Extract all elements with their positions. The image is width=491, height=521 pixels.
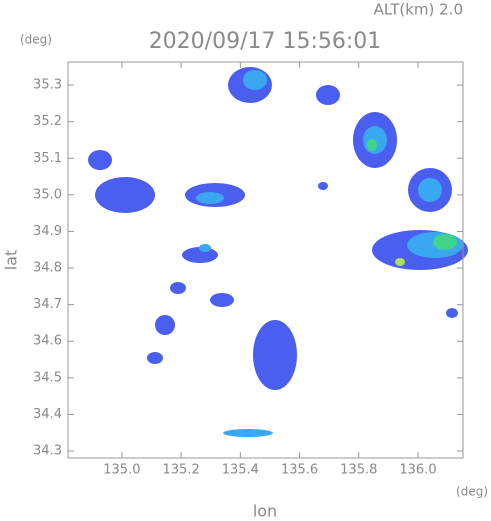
plot-frame xyxy=(67,61,464,459)
altitude-label: ALT(km) 2.0 xyxy=(374,1,463,19)
x-axis-label: lon xyxy=(253,502,277,521)
y-tick-label: 34.6 xyxy=(33,334,62,349)
x-tick-label: 135.2 xyxy=(163,463,200,478)
x-tick-label: 135.8 xyxy=(340,463,377,478)
radar-echoes xyxy=(88,67,468,437)
y-tick-label: 34.4 xyxy=(33,407,62,422)
x-tick-label: 136.0 xyxy=(399,463,436,478)
y-tick-label: 35.0 xyxy=(33,187,62,202)
y-tick-label: 35.2 xyxy=(33,114,62,129)
x-unit: (deg) xyxy=(456,485,488,499)
y-tick-label: 34.3 xyxy=(33,444,62,459)
y-unit: (deg) xyxy=(20,33,52,47)
x-tick-label: 135.6 xyxy=(281,463,318,478)
y-tick-label: 34.7 xyxy=(33,297,62,312)
y-tick-label: 35.1 xyxy=(33,151,62,166)
y-tick-label: 34.8 xyxy=(33,261,62,276)
y-tick-label: 35.3 xyxy=(33,78,62,93)
x-tick-label: 135.0 xyxy=(103,463,140,478)
chart-title: 2020/09/17 15:56:01 xyxy=(149,29,382,54)
y-tick-label: 34.5 xyxy=(33,370,62,385)
y-tick-label: 34.9 xyxy=(33,224,62,239)
y-axis-label: lat xyxy=(2,250,21,271)
x-tick-label: 135.4 xyxy=(222,463,259,478)
